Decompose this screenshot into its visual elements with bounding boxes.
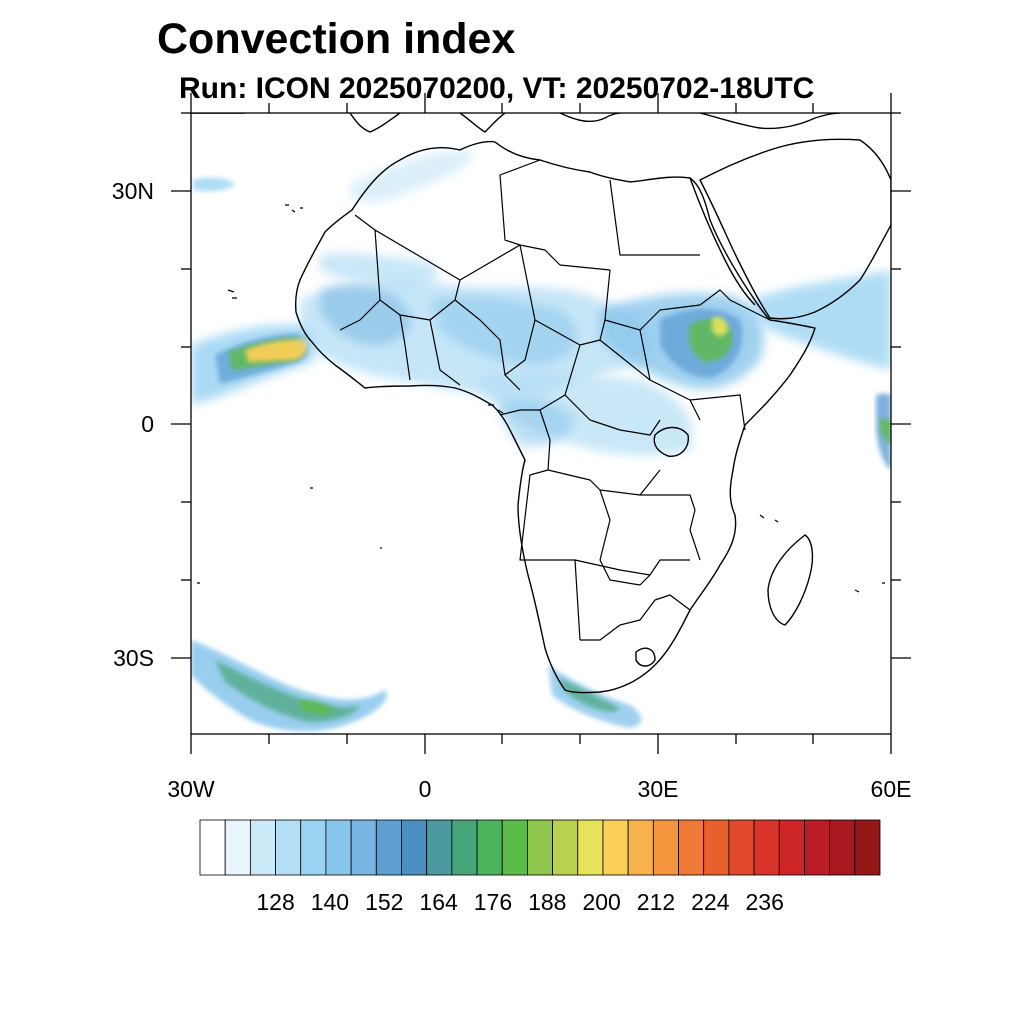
colorbar-swatch-2 [249, 819, 276, 876]
shading-region-south-africa-core [560, 678, 620, 712]
colorbar-swatch-23 [778, 819, 805, 876]
colorbar-swatch-3 [275, 819, 302, 876]
shading-region-south-atlantic [191, 640, 387, 732]
axis-ticks [171, 93, 911, 754]
shading-region-south-atlantic-green [300, 700, 335, 715]
colorbar-swatch-20 [703, 819, 730, 876]
lon-label-30e: 30E [637, 776, 679, 802]
colorbar-swatch-1 [224, 819, 251, 876]
colorbar-swatch-15 [577, 819, 604, 876]
coastline-arabia [699, 138, 891, 320]
colorbar-label-200: 200 [582, 889, 621, 915]
colorbar-label-176: 176 [473, 889, 513, 915]
shading-region-central-sahel [430, 295, 578, 365]
lon-label-30w: 30W [167, 776, 215, 802]
colorbar-label-152: 152 [365, 889, 404, 915]
colorbar-swatch-8 [401, 819, 428, 876]
shading-region-ethiopia-yellow [712, 316, 728, 336]
coastline-madagascar [767, 534, 814, 626]
coastlines [191, 113, 891, 694]
colorbar-label-224: 224 [691, 889, 730, 915]
shading-region-north-africa [350, 150, 472, 203]
colorbar-swatch-9 [426, 819, 453, 876]
border-lesotho [635, 647, 656, 667]
map-contents [191, 113, 891, 732]
colorbar-label-140: 140 [310, 889, 350, 915]
lat-label-0: 0 [141, 411, 154, 437]
colorbar-swatch-7 [375, 819, 402, 876]
islands [197, 204, 885, 593]
colorbar-label-188: 188 [528, 889, 567, 915]
colorbar-label-164: 164 [419, 889, 458, 915]
colorbar-swatch-22 [753, 819, 780, 876]
colorbar-swatch-4 [300, 819, 327, 876]
convection-shading [191, 150, 891, 732]
lat-label-30n: 30N [111, 178, 154, 204]
colorbar-swatch-19 [678, 819, 705, 876]
shading-region-mauritania [320, 252, 439, 289]
colorbar-swatch-11 [476, 819, 503, 876]
chart-subtitle: Run: ICON 2025070200, VT: 20250702-18UTC [179, 72, 815, 105]
coastline-lake-victoria [653, 426, 689, 457]
colorbar [199, 819, 881, 876]
chart-title: Convection index [157, 15, 516, 63]
shading-region-west-atlantic-yellow [245, 339, 308, 362]
shading-region-indian-ocean-green [880, 419, 891, 445]
colorbar-swatch-5 [325, 819, 352, 876]
colorbar-label-212: 212 [636, 889, 676, 915]
colorbar-swatch-12 [501, 819, 528, 876]
colorbar-swatch-25 [829, 819, 856, 876]
colorbar-swatch-24 [804, 819, 831, 876]
colorbar-swatch-16 [602, 819, 629, 876]
lat-label-30s: 30S [113, 645, 154, 671]
coastline-europe [191, 113, 841, 133]
colorbar-swatch-18 [652, 819, 679, 876]
colorbar-swatch-6 [350, 819, 377, 876]
lon-label-0: 0 [418, 776, 432, 802]
shading-region-arabian-sea [750, 270, 891, 370]
colorbar-swatch-21 [728, 819, 755, 876]
colorbar-label-128: 128 [256, 889, 295, 915]
colorbar-swatch-10 [451, 819, 478, 876]
colorbar-swatch-17 [627, 819, 654, 876]
colorbar-swatch-26 [854, 819, 881, 876]
shading-region-east-equatorial [480, 372, 693, 456]
colorbar-swatch-14 [552, 819, 579, 876]
colorbar-swatch-13 [527, 819, 553, 876]
shading-region-north-tiny [193, 177, 235, 192]
colorbar-swatch-0 [199, 819, 226, 876]
coastline-red-sea [689, 177, 756, 306]
country-borders [339, 159, 771, 641]
coastline-africa [294, 140, 816, 694]
colorbar-label-236: 236 [745, 889, 784, 915]
lon-label-60e: 60E [870, 776, 912, 802]
